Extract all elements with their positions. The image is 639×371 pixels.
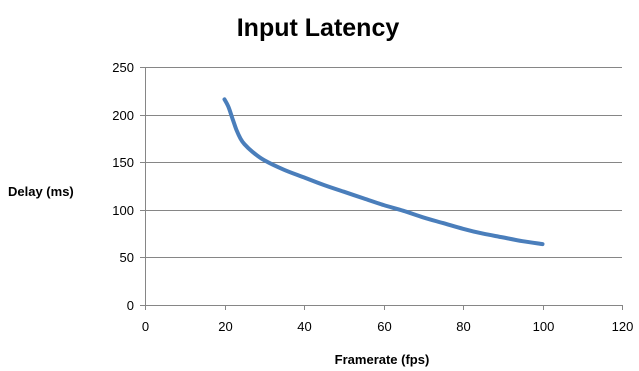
x-tick-label-1: 20 xyxy=(218,319,232,334)
y-tick-label-3: 150 xyxy=(112,155,134,170)
data-point-0-15 xyxy=(421,215,425,219)
data-point-0-9 xyxy=(302,175,306,179)
series-layer xyxy=(222,97,545,247)
tick-labels: 0 50 100 150 200 250 0 20 40 60 80 100 120 xyxy=(112,60,633,334)
data-point-0-11 xyxy=(342,190,346,194)
gridlines xyxy=(145,67,622,258)
data-point-0-8 xyxy=(282,168,286,172)
data-point-0-18 xyxy=(481,232,485,236)
x-tick-label-6: 120 xyxy=(612,319,634,334)
data-point-0-21 xyxy=(541,242,545,246)
data-point-0-17 xyxy=(461,227,465,231)
y-tick-label-1: 50 xyxy=(120,250,134,265)
data-point-0-20 xyxy=(521,239,525,243)
data-point-0-19 xyxy=(501,235,505,239)
data-point-0-14 xyxy=(401,209,405,213)
chart-title: Input Latency xyxy=(237,14,400,42)
y-tick-label-5: 250 xyxy=(112,60,134,75)
x-tick-label-5: 100 xyxy=(533,319,555,334)
data-point-0-12 xyxy=(362,196,366,200)
data-point-0-4 xyxy=(238,136,242,140)
data-point-0-0 xyxy=(223,97,227,101)
data-point-0-6 xyxy=(250,150,254,154)
data-point-0-2 xyxy=(230,116,234,120)
data-point-0-16 xyxy=(441,221,445,225)
data-point-0-13 xyxy=(382,203,386,207)
data-point-0-3 xyxy=(234,128,238,132)
x-tick-label-3: 60 xyxy=(377,319,391,334)
x-tick-label-4: 80 xyxy=(456,319,470,334)
x-axis-label: Framerate (fps) xyxy=(335,352,430,367)
y-axis-label: Delay (ms) xyxy=(8,184,74,199)
y-tick-label-4: 200 xyxy=(112,108,134,123)
axes xyxy=(140,67,623,310)
data-point-0-5 xyxy=(242,142,246,146)
data-point-0-1 xyxy=(227,105,231,109)
x-tick-label-0: 0 xyxy=(142,319,149,334)
x-tick-label-2: 40 xyxy=(297,319,311,334)
data-point-0-7 xyxy=(262,158,266,162)
series-line-0 xyxy=(222,97,545,247)
y-tick-label-2: 100 xyxy=(112,203,134,218)
data-point-0-10 xyxy=(322,183,326,187)
y-tick-label-0: 0 xyxy=(127,298,134,313)
